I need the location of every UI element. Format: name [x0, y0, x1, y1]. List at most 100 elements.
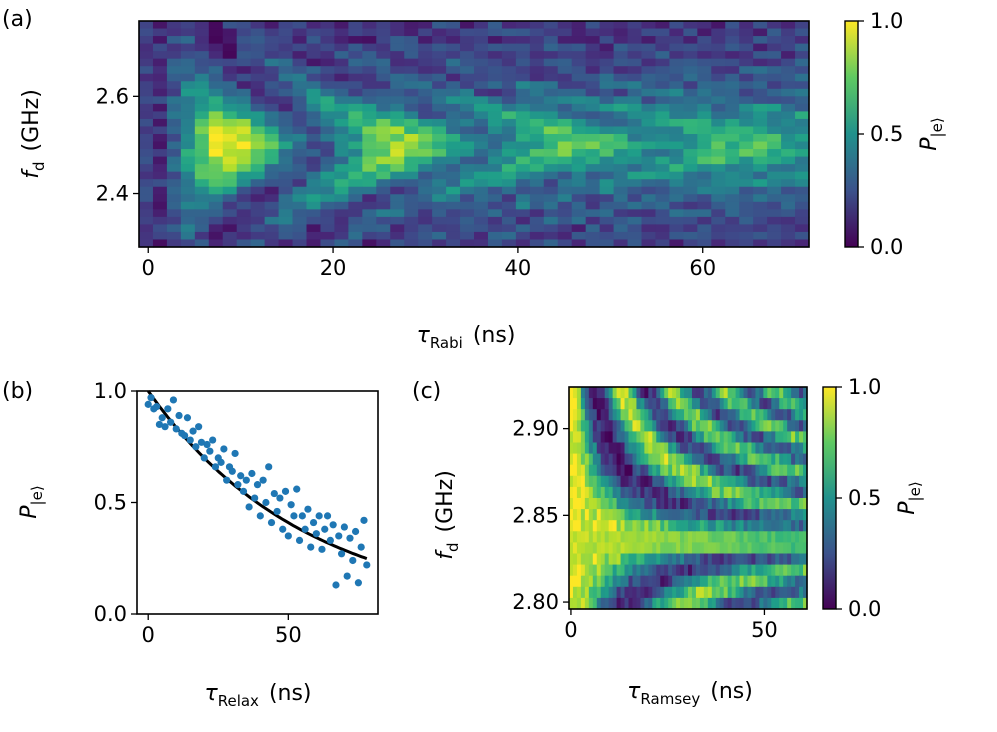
heatmap-cell	[180, 134, 196, 143]
heatmap-cell	[632, 498, 638, 510]
heatmap-cell	[723, 442, 729, 455]
heatmap-cell	[795, 575, 800, 588]
heatmap-cell	[376, 209, 391, 218]
heatmap-cell	[781, 216, 796, 225]
heatmap-cell	[783, 542, 788, 555]
heatmap-cell	[571, 126, 587, 135]
heatmap-cell	[376, 141, 391, 150]
x-axis-label: τRelax (ns)	[204, 681, 311, 710]
heatmap-cell	[487, 149, 503, 158]
data-point	[172, 425, 180, 433]
heatmap-cell	[781, 28, 796, 37]
heatmap-cell	[735, 486, 741, 499]
heatmap-cell	[731, 509, 737, 521]
heatmap-cell	[529, 164, 545, 173]
heatmap-cell	[739, 442, 745, 455]
heatmap-cell	[596, 398, 602, 410]
heatmap-cell	[688, 553, 693, 566]
heatmap-cell	[711, 586, 717, 599]
y-tick-label: 0.0	[94, 602, 127, 626]
heatmap-cell	[753, 88, 768, 97]
heatmap-cell	[751, 431, 757, 444]
heatmap-cell	[529, 149, 545, 158]
heatmap-cell	[743, 586, 749, 599]
heatmap-cell	[376, 118, 391, 128]
heatmap-cell	[460, 179, 475, 188]
heatmap-cell	[739, 475, 745, 488]
heatmap-cell	[250, 103, 266, 112]
heatmap-cell	[599, 209, 615, 218]
heatmap-cell	[543, 134, 559, 143]
heatmap-cell	[604, 464, 610, 477]
heatmap-cell	[683, 51, 698, 60]
data-point	[326, 536, 334, 545]
heatmap-cell	[727, 542, 733, 555]
heatmap-cell	[515, 209, 531, 218]
heatmap-cell	[529, 209, 545, 218]
heatmap-cell	[731, 431, 737, 444]
heatmap-cell	[571, 118, 587, 128]
heatmap-cell	[446, 81, 461, 90]
heatmap-cell	[604, 586, 610, 599]
heatmap-cell	[795, 486, 800, 499]
heatmap-cell	[222, 51, 238, 60]
heatmap-cell	[569, 420, 574, 432]
heatmap-cell	[180, 209, 196, 218]
heatmap-cell	[152, 239, 168, 248]
heatmap-cell	[703, 431, 709, 444]
heatmap-cell	[735, 586, 741, 599]
heatmap-cell	[648, 431, 653, 444]
heatmap-cell	[599, 179, 615, 188]
heatmap-cell	[795, 564, 800, 577]
heatmap-cell	[669, 149, 684, 158]
heatmap-cell	[624, 564, 630, 577]
heatmap-cell	[787, 398, 792, 410]
heatmap-cell	[580, 464, 586, 477]
heatmap-cell	[779, 409, 784, 421]
data-point	[335, 532, 343, 540]
data-point	[239, 487, 248, 495]
heatmap-cell	[460, 21, 475, 30]
heatmap-cell	[460, 156, 475, 165]
heatmap-cell	[747, 475, 753, 488]
heatmap-cell	[781, 194, 796, 203]
heatmap-cell	[719, 509, 725, 521]
heatmap-cell	[612, 553, 618, 566]
heatmap-cell	[699, 453, 705, 466]
heatmap-cell	[608, 531, 614, 543]
heatmap-cell	[753, 216, 768, 225]
heatmap-cell	[711, 239, 726, 248]
heatmap-cell	[222, 103, 238, 112]
heatmap-cell	[668, 542, 673, 555]
heatmap-cell	[753, 164, 768, 173]
heatmap-cell	[592, 564, 598, 577]
heatmap-cell	[691, 531, 697, 543]
heatmap-cell	[743, 431, 749, 444]
heatmap-cell	[264, 21, 280, 30]
heatmap-cell	[723, 420, 729, 432]
heatmap-cell	[236, 111, 252, 120]
heatmap-cell	[572, 409, 578, 421]
heatmap-cell	[676, 498, 681, 510]
heatmap-cell	[446, 186, 461, 195]
heatmap-cell	[747, 398, 753, 410]
heatmap-cell	[180, 111, 196, 120]
heatmap-cell	[795, 186, 810, 195]
heatmap-cell	[404, 224, 419, 233]
heatmap-cell	[592, 520, 598, 532]
heatmap-cell	[501, 96, 517, 105]
heatmap-cell	[474, 103, 489, 112]
heatmap-cell	[569, 464, 574, 477]
heatmap-cell	[641, 156, 657, 165]
heatmap-cell	[672, 398, 677, 410]
data-point	[309, 518, 318, 527]
heatmap-cell	[236, 231, 252, 241]
heatmap-cell	[735, 520, 741, 532]
heatmap-cell	[487, 96, 503, 105]
heatmap-cell	[628, 542, 634, 555]
heatmap-cell	[655, 164, 671, 173]
heatmap-cell	[683, 21, 698, 30]
heatmap-cell	[585, 36, 601, 45]
heatmap-cell	[292, 88, 308, 97]
heatmap-cell	[194, 58, 210, 67]
